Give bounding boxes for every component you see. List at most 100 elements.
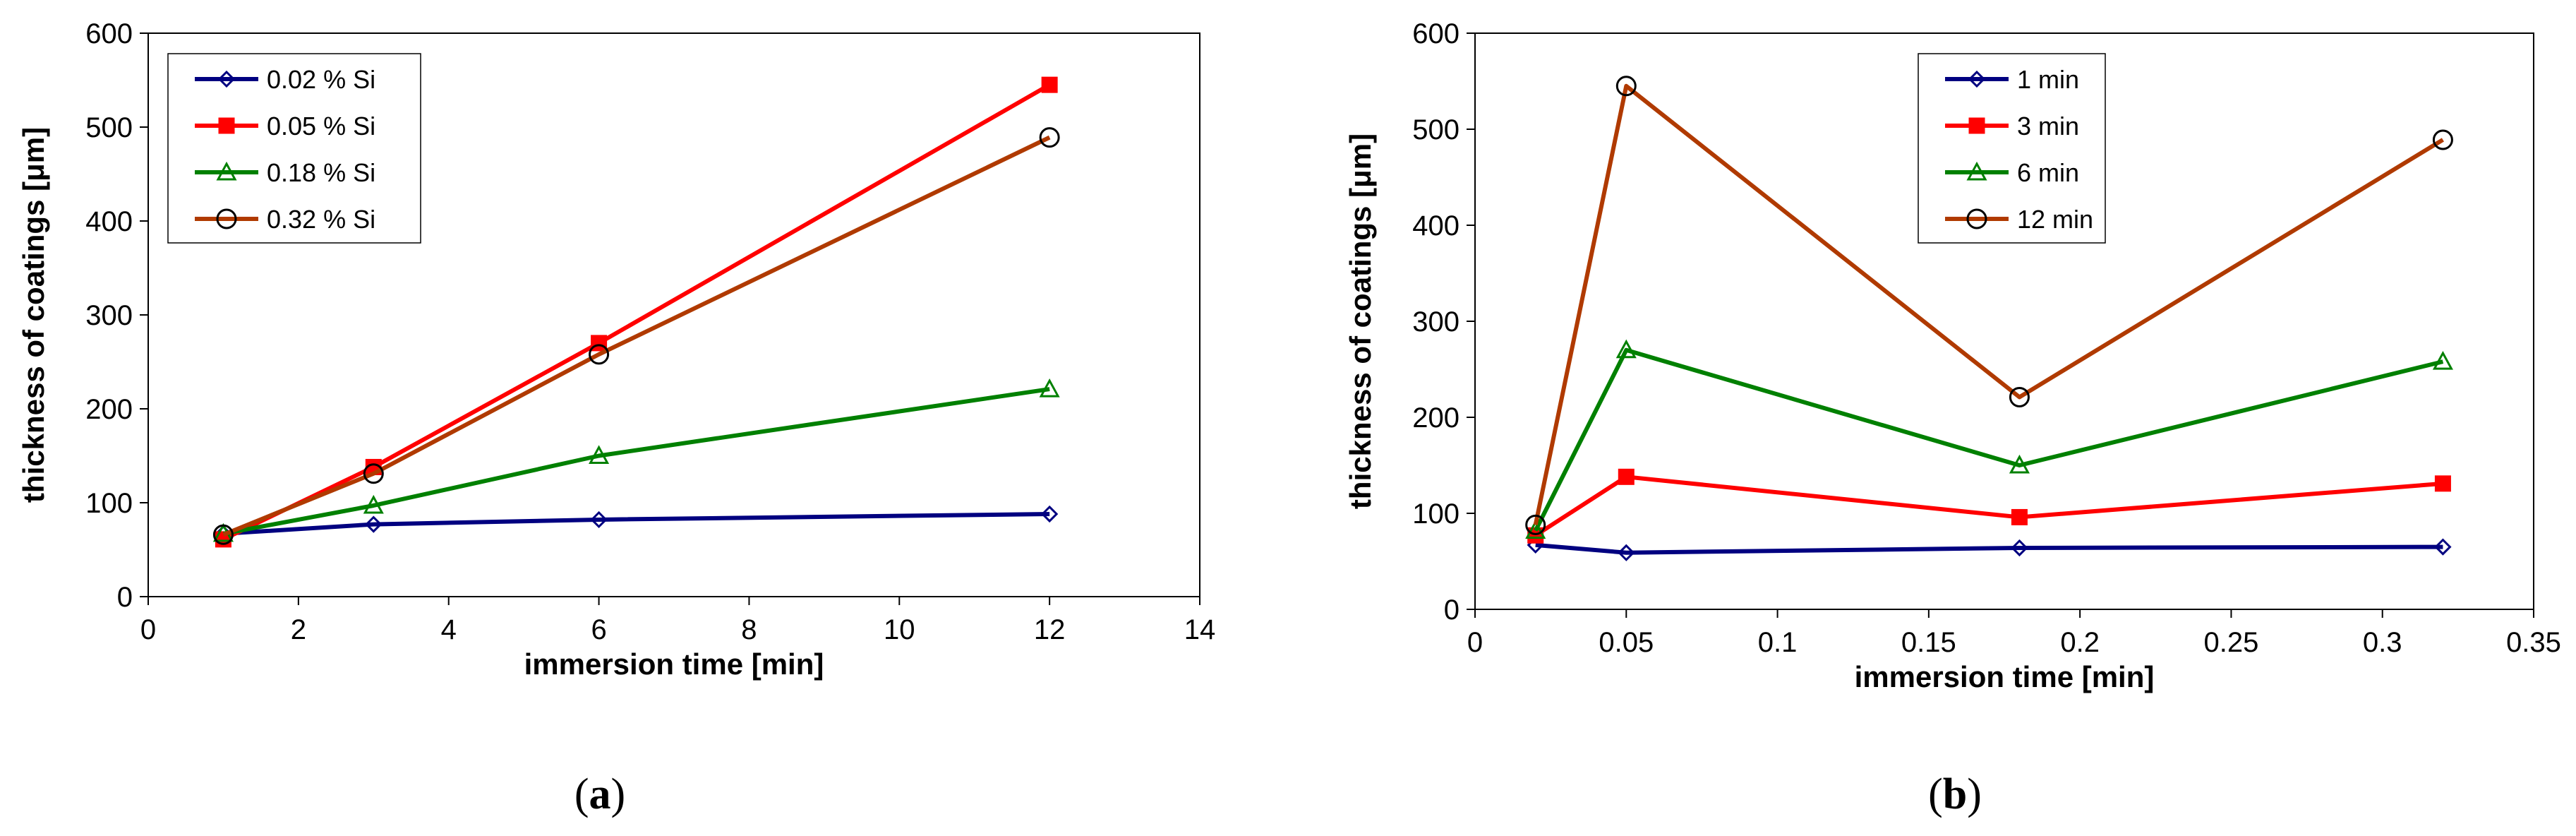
x-tick-label: 0.1 [1758,627,1798,658]
data-point [1041,505,1059,523]
legend-entry: 0.05 % Si [195,112,375,141]
legend-entry: 0.02 % Si [195,65,375,94]
legend-entry: 12 min [1945,205,2093,234]
x-tick-label: 10 [884,614,915,645]
y-axis-title: thickness of coatings [μm] [17,127,50,503]
y-tick-label: 500 [1412,114,1459,145]
data-point [2009,386,2030,407]
x-tick-label: 0.05 [1599,627,1654,658]
data-point [363,494,384,514]
x-tick-label: 8 [741,614,757,645]
data-point [1525,514,1546,535]
x-tick-label: 0.15 [1901,627,1956,658]
series-line [222,135,1051,537]
series-line [1534,474,2443,537]
y-tick-label: 300 [1412,306,1459,338]
legend-swatch-marker [218,117,235,134]
data-point [2011,508,2028,525]
data-point [2432,129,2453,150]
legend-entry: 3 min [1945,112,2079,141]
legend-label: 3 min [2017,112,2079,141]
y-tick-label: 0 [117,582,133,613]
data-point [2011,539,2028,557]
data-point [589,344,610,365]
x-axis-title: immersion time [min] [1855,660,2155,693]
data-point [590,510,608,529]
y-tick-label: 600 [85,18,133,49]
data-point [1618,468,1635,485]
y-axis-title: thickness of coatings [μm] [1344,133,1377,509]
data-point [1039,127,1060,148]
legend-label: 12 min [2017,205,2093,234]
legend-label: 6 min [2017,158,2079,187]
y-tick-label: 400 [1412,210,1459,241]
y-tick-label: 300 [85,300,133,331]
legend-entry: 1 min [1945,65,2079,94]
data-point [2434,538,2452,556]
legend-label: 0.02 % Si [267,65,375,94]
data-point [1041,76,1058,93]
legend-swatch-marker [1966,161,1987,181]
panel-caption: (a) [574,770,625,818]
y-tick-label: 600 [1412,18,1459,49]
series-0-32-si [212,127,1060,545]
data-point [589,445,610,464]
legend-entry: 0.32 % Si [195,205,375,234]
legend-label: 0.05 % Si [267,112,375,141]
series-12-min [1525,76,2453,535]
legend-swatch-marker [1966,208,1987,229]
data-point [1615,76,1637,97]
caption-open-paren: ( [1928,770,1943,818]
legend-entry: 0.18 % Si [195,158,375,187]
series-3-min [1527,468,2451,544]
series-line [1535,542,2443,555]
x-tick-label: 0.35 [2506,627,2561,658]
caption-letter: b [1943,770,1967,818]
legend-label: 1 min [2017,65,2079,94]
data-point [2434,475,2451,492]
legend-swatch-marker [217,70,236,88]
x-tick-label: 2 [291,614,306,645]
x-tick-label: 0 [140,614,156,645]
legend-swatch-marker [1968,117,1985,134]
chart-panel-b: 0 100 200 300 400 500 600 0 0.05 0.1 0.15 0.2 0.25 0.… [1344,18,2561,818]
legend-box [167,53,421,244]
caption-letter: a [589,770,611,818]
data-point [365,515,383,533]
data-point [363,463,384,484]
series-line [1534,347,2444,532]
y-tick-label: 0 [1444,595,1459,626]
x-axis-title: immersion time [min] [524,647,824,681]
caption-close-paren: ) [1967,770,1982,818]
x-tick-label: 0.2 [2060,627,2100,658]
x-tick-label: 12 [1034,614,1066,645]
series-0-18-si [212,378,1060,542]
caption-close-paren: ) [611,770,626,818]
x-tick-label: 14 [1184,614,1216,645]
series-6-min [1525,339,2453,539]
data-point [1525,520,1546,539]
legend: 1 min 3 min 6 min 12 min [1918,53,2106,244]
chart-panel-a: 0 100 200 300 400 500 600 0 2 4 6 8 10 12 14 immersion … [17,18,1215,818]
data-point [2432,350,2453,370]
x-tick-label: 0.25 [2203,627,2258,658]
series-line [222,387,1050,536]
data-point [212,524,234,545]
y-tick-label: 500 [85,112,133,143]
x-tick-label: 4 [441,614,457,645]
legend-swatch-marker [216,208,237,229]
y-tick-label: 200 [1412,402,1459,434]
data-point [1039,378,1060,398]
data-point [2009,454,2030,474]
y-tick-label: 200 [85,394,133,425]
y-tick-label: 400 [85,206,133,237]
legend-label: 0.18 % Si [267,158,375,187]
data-point [1615,339,1637,359]
data-point [591,335,608,352]
legend-entry: 6 min [1945,158,2079,187]
legend-box [1918,53,2106,244]
legend-label: 0.32 % Si [267,205,375,234]
x-tick-label: 0.3 [2363,627,2402,658]
x-tick-label: 0 [1467,627,1483,658]
